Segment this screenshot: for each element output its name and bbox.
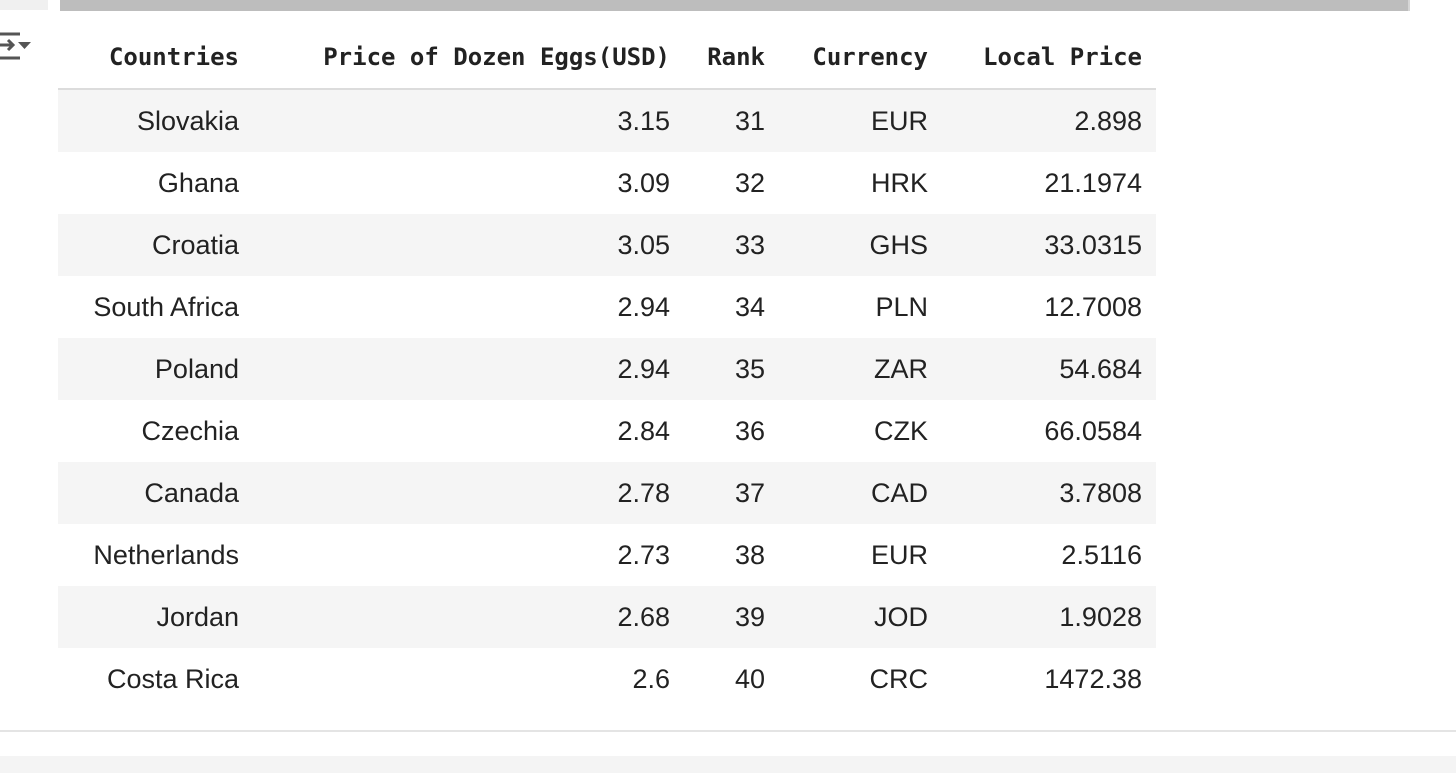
cell-rank: 31 — [684, 89, 779, 152]
cell-country: Croatia — [58, 214, 253, 276]
cell-rank: 34 — [684, 276, 779, 338]
cell-country: Netherlands — [58, 524, 253, 586]
cell-gutter — [0, 0, 48, 10]
table-row: Slovakia 3.15 31 EUR 2.898 — [58, 89, 1156, 152]
cell-currency: EUR — [779, 89, 942, 152]
column-header-price: Price of Dozen Eggs(USD) — [253, 26, 684, 90]
cell-price: 2.78 — [253, 462, 684, 524]
output-bottom-border — [0, 730, 1456, 732]
cell-country: Poland — [58, 338, 253, 400]
cell-currency: CZK — [779, 400, 942, 462]
cell-price: 2.94 — [253, 338, 684, 400]
table-body: Slovakia 3.15 31 EUR 2.898 Ghana 3.09 32… — [58, 89, 1156, 710]
cell-local-price: 1.9028 — [942, 586, 1156, 648]
column-header-countries: Countries — [58, 26, 253, 90]
cell-country: Canada — [58, 462, 253, 524]
cell-local-price: 54.684 — [942, 338, 1156, 400]
header-row: Countries Price of Dozen Eggs(USD) Rank … — [58, 26, 1156, 90]
cell-currency: EUR — [779, 524, 942, 586]
table-row: South Africa 2.94 34 PLN 12.7008 — [58, 276, 1156, 338]
cell-price: 2.68 — [253, 586, 684, 648]
cell-local-price: 66.0584 — [942, 400, 1156, 462]
column-header-rank: Rank — [684, 26, 779, 90]
cell-currency: CAD — [779, 462, 942, 524]
cell-price: 2.73 — [253, 524, 684, 586]
cell-rank: 35 — [684, 338, 779, 400]
cell-price: 2.94 — [253, 276, 684, 338]
horizontal-scrollbar[interactable] — [60, 0, 1408, 11]
table-header: Countries Price of Dozen Eggs(USD) Rank … — [58, 26, 1156, 90]
cell-local-price: 21.1974 — [942, 152, 1156, 214]
output-toggle-icon[interactable] — [0, 28, 34, 64]
cell-price: 3.09 — [253, 152, 684, 214]
cell-local-price: 2.5116 — [942, 524, 1156, 586]
cell-currency: GHS — [779, 214, 942, 276]
scrollbar-end-divider — [1408, 0, 1410, 11]
column-header-currency: Currency — [779, 26, 942, 90]
table-row: Jordan 2.68 39 JOD 1.9028 — [58, 586, 1156, 648]
cell-country: Czechia — [58, 400, 253, 462]
cell-rank: 37 — [684, 462, 779, 524]
cell-currency: JOD — [779, 586, 942, 648]
cell-local-price: 12.7008 — [942, 276, 1156, 338]
table-row: Canada 2.78 37 CAD 3.7808 — [58, 462, 1156, 524]
dataframe-table: Countries Price of Dozen Eggs(USD) Rank … — [58, 26, 1156, 710]
cell-country: Slovakia — [58, 89, 253, 152]
cell-currency: PLN — [779, 276, 942, 338]
column-header-local-price: Local Price — [942, 26, 1156, 90]
cell-local-price: 33.0315 — [942, 214, 1156, 276]
table-row: Costa Rica 2.6 40 CRC 1472.38 — [58, 648, 1156, 710]
table-row: Netherlands 2.73 38 EUR 2.5116 — [58, 524, 1156, 586]
cell-rank: 36 — [684, 400, 779, 462]
table-row: Poland 2.94 35 ZAR 54.684 — [58, 338, 1156, 400]
cell-country: Ghana — [58, 152, 253, 214]
cell-rank: 39 — [684, 586, 779, 648]
next-notebook-cell[interactable] — [0, 756, 1456, 773]
table-row: Czechia 2.84 36 CZK 66.0584 — [58, 400, 1156, 462]
cell-price: 2.6 — [253, 648, 684, 710]
cell-rank: 40 — [684, 648, 779, 710]
cell-currency: CRC — [779, 648, 942, 710]
cell-country: Costa Rica — [58, 648, 253, 710]
cell-rank: 33 — [684, 214, 779, 276]
cell-local-price: 3.7808 — [942, 462, 1156, 524]
cell-price: 3.05 — [253, 214, 684, 276]
cell-price: 3.15 — [253, 89, 684, 152]
cell-country: South Africa — [58, 276, 253, 338]
cell-local-price: 1472.38 — [942, 648, 1156, 710]
cell-currency: HRK — [779, 152, 942, 214]
cell-price: 2.84 — [253, 400, 684, 462]
cell-rank: 32 — [684, 152, 779, 214]
table-row: Ghana 3.09 32 HRK 21.1974 — [58, 152, 1156, 214]
cell-rank: 38 — [684, 524, 779, 586]
cell-country: Jordan — [58, 586, 253, 648]
cell-currency: ZAR — [779, 338, 942, 400]
dataframe-container: Countries Price of Dozen Eggs(USD) Rank … — [58, 26, 1156, 710]
cell-local-price: 2.898 — [942, 89, 1156, 152]
table-row: Croatia 3.05 33 GHS 33.0315 — [58, 214, 1156, 276]
